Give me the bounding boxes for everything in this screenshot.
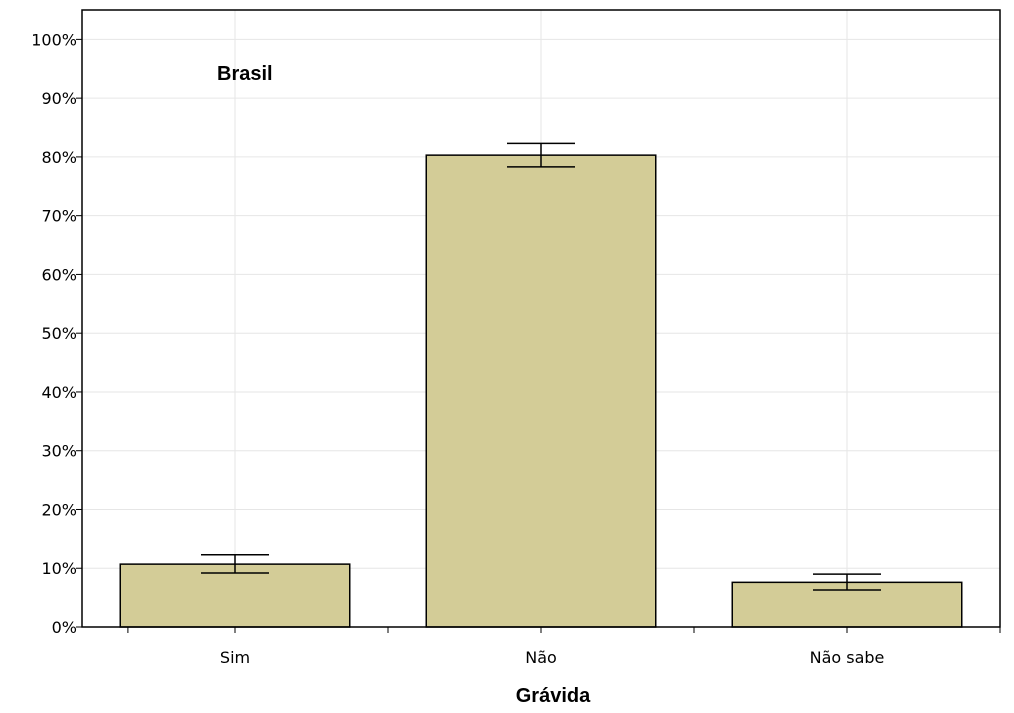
x-tick-label: Sim xyxy=(220,648,250,667)
bar-group xyxy=(119,154,963,628)
y-tick-label: 70% xyxy=(41,207,77,226)
x-tick-label: Não xyxy=(525,648,557,667)
y-tick-label: 100% xyxy=(31,30,77,49)
y-tick-label: 50% xyxy=(41,324,77,343)
y-tick-label: 30% xyxy=(41,442,77,461)
bar xyxy=(119,563,351,628)
bar xyxy=(425,154,657,628)
x-axis-ticks: Sim Não Não sabe xyxy=(127,627,1001,667)
y-axis-ticks: 0% 10% 20% 30% 40% 50% 60% 70% 80% 90% 100% xyxy=(31,30,82,637)
y-tick-label: 90% xyxy=(41,89,77,108)
y-tick-label: 10% xyxy=(41,559,77,578)
x-tick-label: Não sabe xyxy=(810,648,885,667)
x-axis-title: Grávida xyxy=(516,685,591,707)
chart-annotation: Brasil xyxy=(217,63,273,85)
y-tick-label: 0% xyxy=(52,618,77,637)
y-tick-label: 20% xyxy=(41,500,77,519)
y-tick-label: 40% xyxy=(41,383,77,402)
y-tick-label: 60% xyxy=(41,265,77,284)
y-tick-label: 80% xyxy=(41,148,77,167)
error-bar-group xyxy=(201,142,881,591)
